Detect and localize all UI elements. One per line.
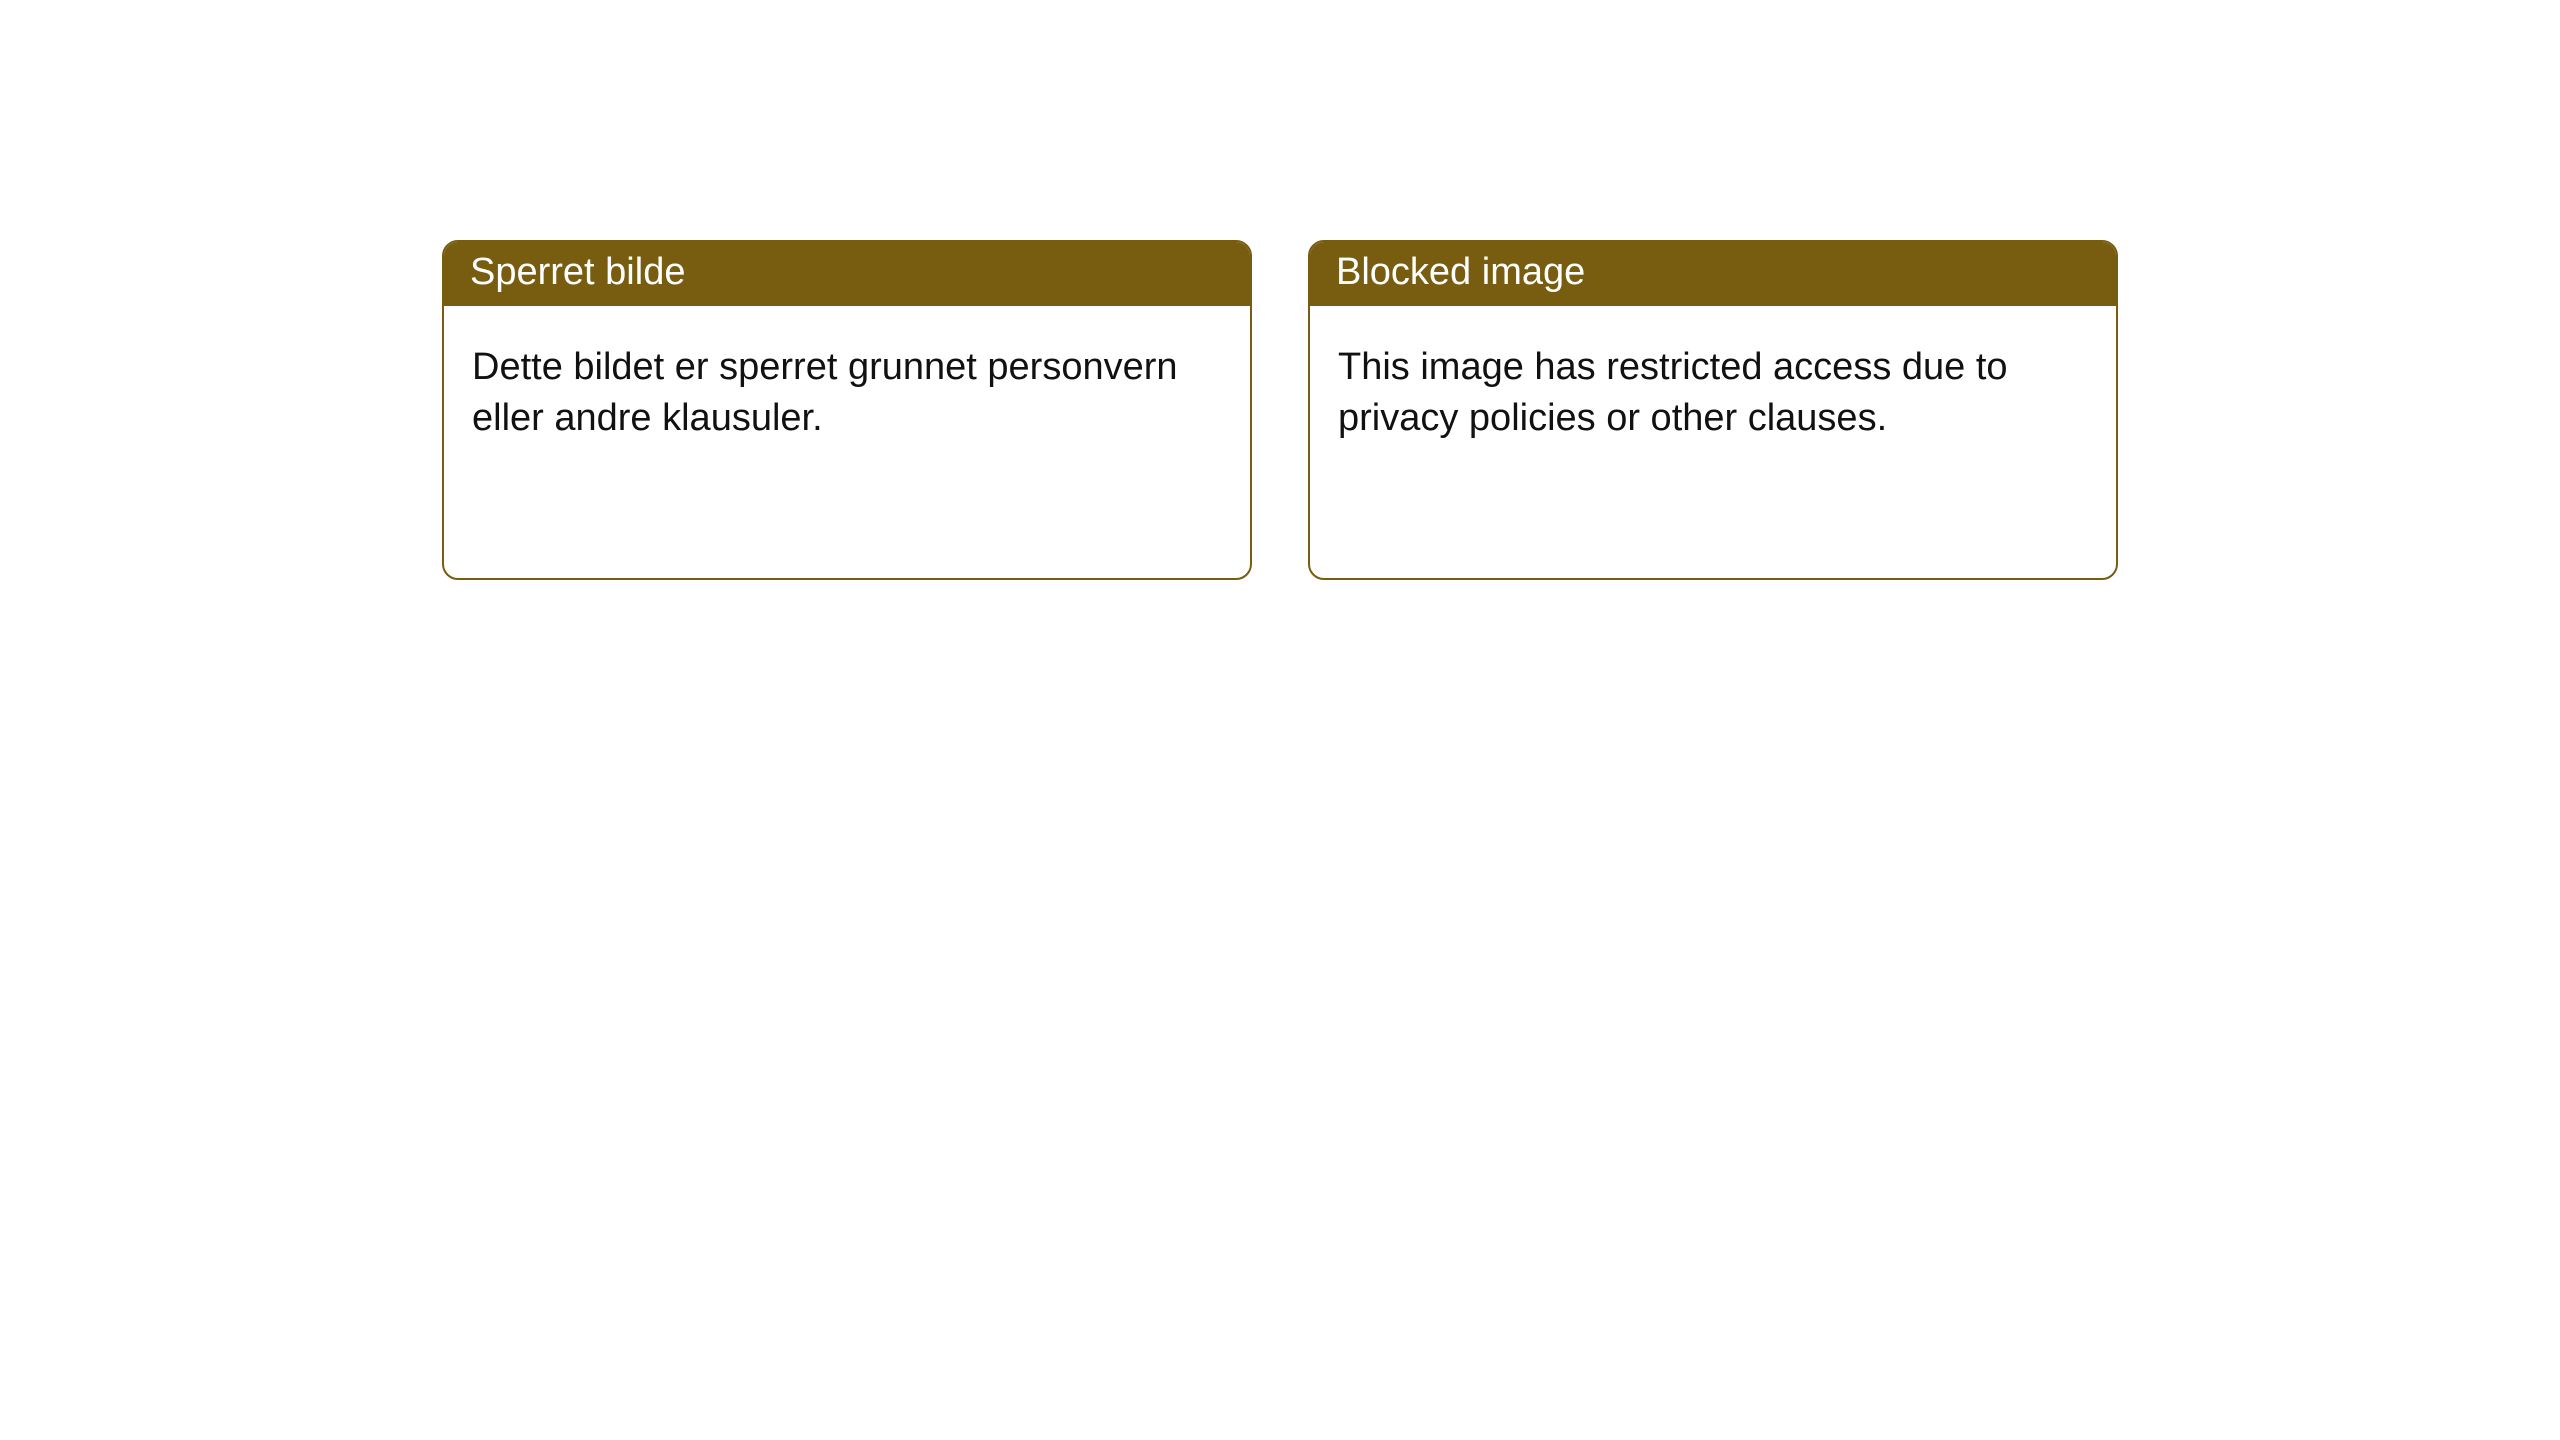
blocked-image-card-no: Sperret bilde Dette bildet er sperret gr… bbox=[442, 240, 1252, 580]
card-header-en: Blocked image bbox=[1310, 242, 2116, 306]
blocked-image-card-en: Blocked image This image has restricted … bbox=[1308, 240, 2118, 580]
blocked-image-notice-container: Sperret bilde Dette bildet er sperret gr… bbox=[440, 240, 2120, 580]
card-header-no: Sperret bilde bbox=[444, 242, 1250, 306]
card-body-no: Dette bildet er sperret grunnet personve… bbox=[444, 306, 1250, 473]
card-body-en: This image has restricted access due to … bbox=[1310, 306, 2116, 473]
